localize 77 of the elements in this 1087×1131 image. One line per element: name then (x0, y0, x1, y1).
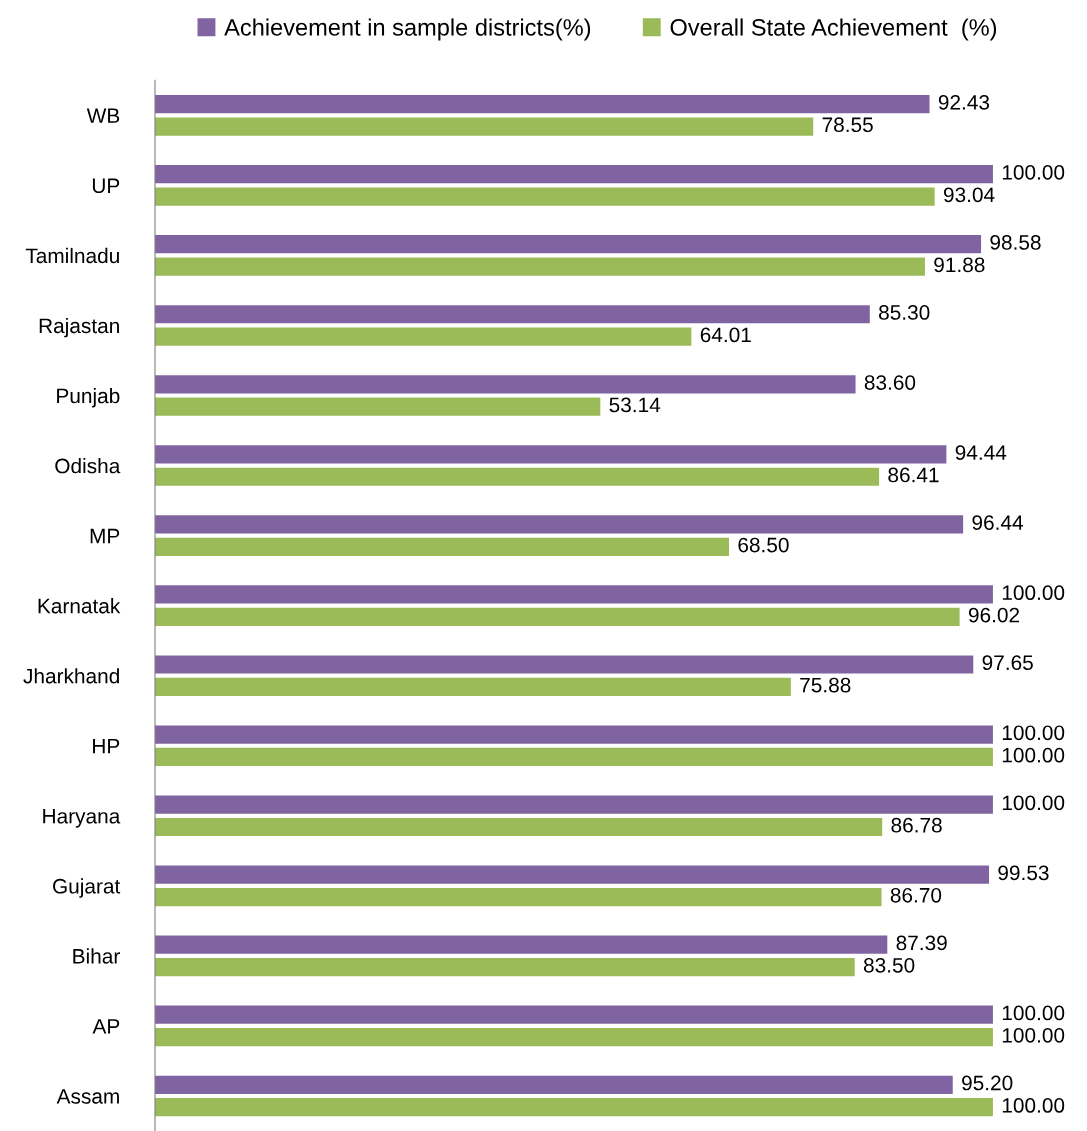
bar (155, 887, 882, 907)
data-label: 85.30 (879, 305, 930, 320)
data-label: 100.00 (1002, 1005, 1065, 1021)
data-label: 99.53 (998, 865, 1049, 881)
bar (155, 795, 993, 814)
data-label: 97.65 (982, 655, 1033, 671)
data-label: 96.44 (972, 515, 1023, 530)
data-label: 86.70 (890, 887, 942, 903)
data-label: 100.00 (1002, 165, 1065, 180)
bar (155, 165, 993, 184)
bar (155, 235, 982, 254)
y-tick-label: Odisha (55, 458, 121, 474)
y-tick-label: Tamilnadu (25, 247, 119, 264)
y-tick-label: MP (90, 528, 120, 544)
data-label: 83.50 (863, 957, 915, 973)
y-tick-label: Gujarat (53, 878, 121, 898)
data-label: 64.01 (700, 327, 751, 343)
y-tick-label: Bihar (73, 948, 120, 964)
bar (155, 655, 974, 674)
data-label: 92.43 (938, 94, 990, 110)
legend-label: Overall State Achievement (%) (670, 18, 997, 41)
bar (155, 585, 993, 604)
y-tick-label: Assam (56, 1089, 119, 1104)
y-tick-label: Rajastan (39, 317, 119, 338)
y-tick-label: Jharkhand (23, 668, 119, 684)
y-tick-label: WB (86, 108, 120, 123)
data-label: 93.04 (943, 187, 995, 203)
data-label: 98.58 (990, 235, 1041, 250)
data-label: 100.00 (1002, 585, 1065, 601)
data-label: 91.88 (934, 257, 985, 273)
data-label: 83.60 (864, 375, 916, 390)
bar (155, 95, 930, 114)
bar (155, 537, 730, 556)
bar (155, 445, 947, 464)
bar (155, 1098, 993, 1117)
y-tick-label: Punjab (57, 387, 120, 408)
bar (155, 817, 883, 837)
legend-label: Achievement in sample districts(%) (224, 18, 591, 41)
data-label: 96.02 (968, 607, 1020, 623)
data-label: 86.41 (888, 467, 939, 483)
y-tick-label: Haryana (43, 809, 121, 828)
bar (155, 397, 601, 416)
y-tick-label: UP (92, 178, 120, 194)
bar (155, 957, 855, 977)
bar (155, 305, 870, 324)
data-label: 100.00 (1002, 1098, 1065, 1113)
data-label: 53.14 (609, 397, 661, 413)
data-label: 94.44 (955, 445, 1007, 460)
bar (155, 257, 925, 276)
bar (155, 607, 960, 626)
y-tick-label: Karnatak (38, 598, 121, 614)
y-tick-label: AP (92, 1019, 120, 1034)
data-label: 86.78 (891, 817, 942, 833)
bar (155, 725, 993, 744)
bar (155, 117, 814, 136)
data-label: 68.50 (738, 537, 789, 553)
bar (155, 935, 888, 954)
data-label: 95.20 (962, 1075, 1013, 1091)
data-label: 78.55 (822, 117, 873, 133)
bar (155, 1075, 953, 1094)
data-label: 75.88 (800, 677, 851, 693)
bar (155, 1028, 993, 1047)
bar (155, 747, 993, 767)
bar (155, 327, 692, 346)
bar (155, 865, 990, 884)
data-label: 100.00 (1002, 1027, 1065, 1043)
y-tick-label: HP (93, 738, 120, 754)
bar (155, 187, 935, 206)
data-label: 100.00 (1002, 747, 1065, 763)
bar (155, 1005, 993, 1024)
data-label: 87.39 (896, 935, 947, 951)
bar (155, 677, 791, 697)
data-label: 100.00 (1002, 725, 1065, 741)
bar (155, 375, 856, 394)
bar (155, 467, 880, 486)
bar (155, 515, 964, 534)
data-label: 100.00 (1002, 795, 1065, 811)
